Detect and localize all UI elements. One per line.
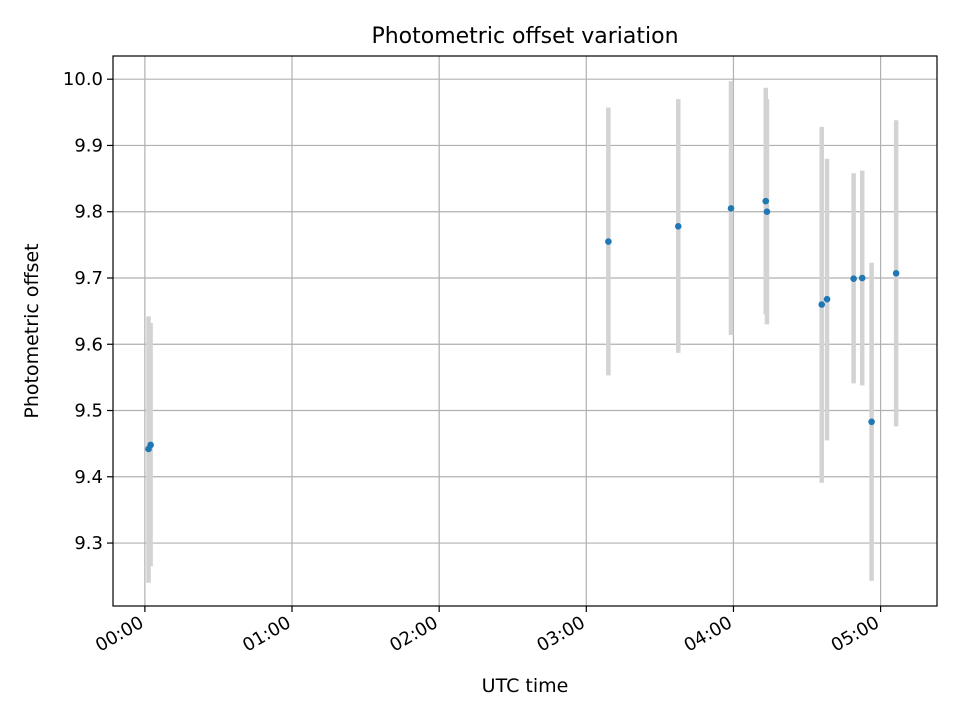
data-point: [850, 275, 857, 282]
data-points: [145, 197, 900, 453]
chart-title: Photometric offset variation: [371, 24, 678, 49]
y-tick-label: 9.9: [74, 135, 103, 156]
y-axis-ticks: 9.3 9.4 9.5 9.6 9.7 9.8 9.9 10.0: [63, 69, 113, 554]
y-tick-label: 9.7: [74, 268, 103, 289]
x-axis-label: UTC time: [482, 675, 569, 697]
data-point: [674, 223, 682, 230]
y-axis-label: Photometric offset: [21, 243, 43, 418]
plot-frame: [112, 55, 938, 607]
y-tick-label: 9.4: [74, 467, 103, 488]
grid: [113, 56, 937, 606]
data-point: [823, 295, 831, 303]
y-tick-label: 10.0: [63, 69, 103, 90]
data-point: [892, 270, 900, 277]
data-point: [727, 205, 735, 212]
y-tick-label: 9.6: [74, 334, 103, 355]
data-point: [818, 301, 826, 308]
data-point: [762, 197, 770, 205]
data-point: [868, 418, 875, 426]
data-point: [605, 238, 612, 245]
data-point: [763, 208, 771, 216]
y-tick-label: 9.8: [74, 202, 103, 223]
y-tick-label: 9.5: [74, 401, 103, 422]
y-tick-label: 9.3: [74, 533, 103, 554]
data-point: [858, 274, 866, 282]
data-point: [147, 441, 154, 449]
